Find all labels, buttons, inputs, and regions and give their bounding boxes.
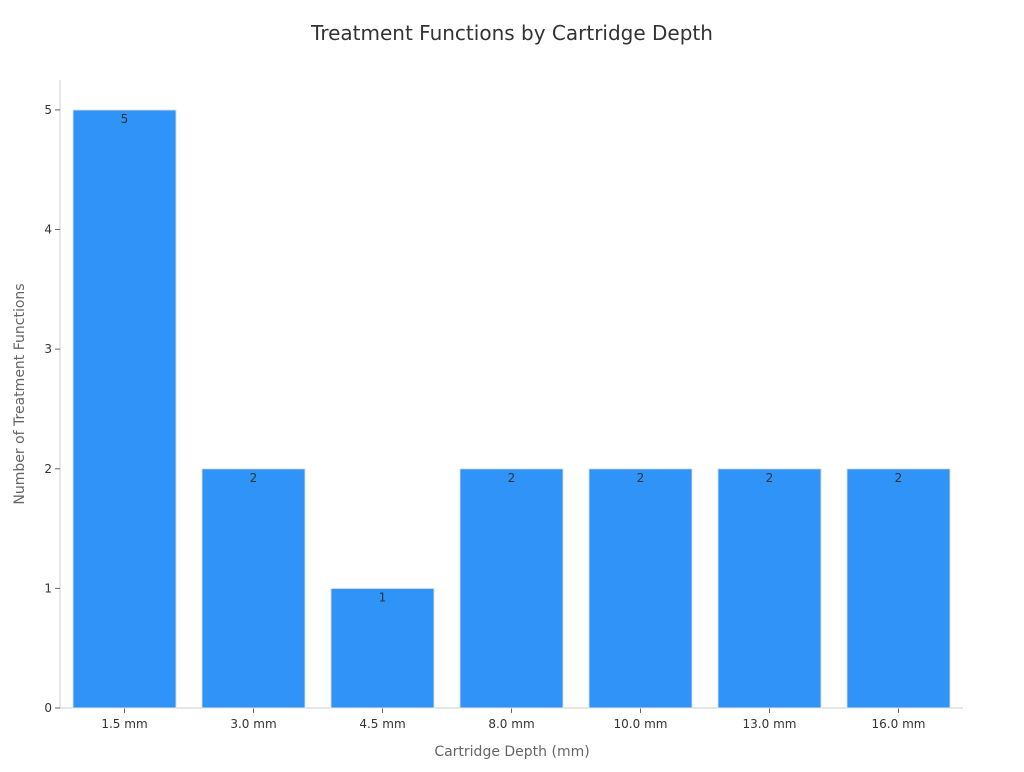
bar-value-label: 2 [508,471,516,485]
bar [330,587,435,709]
y-tick-label: 5 [44,103,52,117]
bar [717,468,822,709]
bars [72,109,951,709]
y-tick-label: 3 [44,342,52,356]
y-tick-label: 1 [44,581,52,595]
chart-title: Treatment Functions by Cartridge Depth [310,21,713,45]
data-labels: 5 2 1 2 2 2 2 [121,112,903,604]
bar-value-label: 2 [637,471,645,485]
bar-value-label: 1 [379,590,387,604]
y-tick-label: 4 [44,223,52,237]
bar [459,468,564,709]
bar [72,109,177,709]
bar-value-label: 2 [895,471,903,485]
x-tick-label: 16.0 mm [872,717,926,731]
bar [588,468,693,709]
bar-value-label: 2 [250,471,258,485]
x-tick-label: 10.0 mm [614,717,668,731]
x-tick-label: 1.5 mm [101,717,147,731]
x-tick-label: 13.0 mm [743,717,797,731]
bar-value-label: 5 [121,112,129,126]
x-tick-label: 3.0 mm [230,717,276,731]
bar [846,468,951,709]
x-axis-label: Cartridge Depth (mm) [434,744,589,760]
bar [201,468,306,709]
tick-labels: 0 1 2 3 4 5 1.5 mm 3.0 mm 4.5 mm 8.0 mm 10.0 mm 13.… [44,103,925,731]
bar-value-label: 2 [766,471,774,485]
x-tick-label: 8.0 mm [488,717,534,731]
y-axis-label: Number of Treatment Functions [12,283,28,504]
y-tick-label: 0 [44,701,52,715]
x-tick-label: 4.5 mm [359,717,405,731]
y-tick-label: 2 [44,462,52,476]
